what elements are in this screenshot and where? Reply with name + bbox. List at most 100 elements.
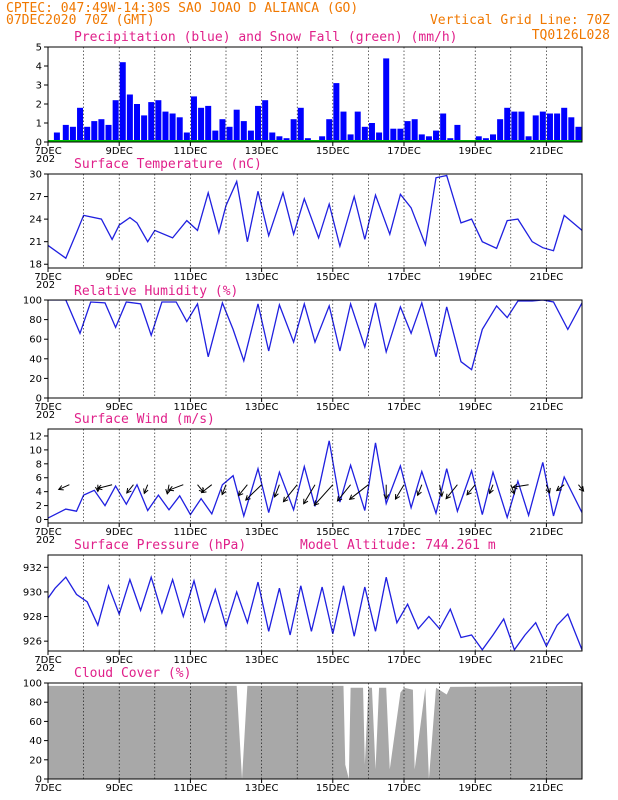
y-tick-label: 20 bbox=[29, 374, 42, 385]
precip-bar bbox=[155, 100, 162, 142]
precip-bar bbox=[141, 115, 148, 142]
wind-vector bbox=[166, 484, 170, 494]
precip-bar bbox=[475, 136, 482, 142]
y-tick-label: 8 bbox=[36, 459, 42, 470]
y-tick-label: 6 bbox=[36, 473, 42, 484]
y-tick-label: 0 bbox=[36, 138, 42, 149]
y-tick-label: 0 bbox=[36, 515, 42, 526]
precip-bar bbox=[105, 124, 112, 142]
precip-bar bbox=[376, 132, 383, 142]
y-tick-label: 60 bbox=[29, 335, 42, 346]
x-tick-label: 17DEC bbox=[387, 655, 421, 666]
y-tick-label: 4 bbox=[36, 487, 42, 498]
wind-vector bbox=[337, 484, 351, 502]
y-tick-label: 30 bbox=[29, 170, 42, 181]
year-label: 202 bbox=[36, 410, 55, 421]
x-tick-label: 21DEC bbox=[530, 783, 564, 794]
x-tick-label: 15DEC bbox=[316, 146, 350, 157]
x-tick-label: 17DEC bbox=[387, 783, 421, 794]
series-line bbox=[48, 300, 582, 371]
wind-vector bbox=[578, 484, 584, 492]
precip-bar bbox=[490, 134, 496, 142]
x-tick-label: 21DEC bbox=[530, 655, 564, 666]
precip-bar bbox=[454, 124, 461, 142]
plot-area bbox=[48, 575, 582, 651]
precip-bar bbox=[205, 105, 212, 142]
series-line bbox=[48, 174, 582, 260]
panel-6: Cloud Cover (%) 0 20 40 60 80 100 7DEC 9DEC 11DEC… bbox=[23, 666, 583, 794]
panel-4: Surface Wind (m/s) 0 2 4 6 8 10 12 7DEC 9DEC 11DEC… bbox=[29, 412, 585, 546]
precip-bar bbox=[69, 126, 76, 142]
x-tick-label: 9DEC bbox=[106, 402, 133, 413]
precip-bar bbox=[183, 132, 190, 142]
header-run-date: 07DEC2020 70Z (GMT) bbox=[6, 13, 155, 28]
wind-arrowhead bbox=[555, 485, 562, 492]
wind-vector bbox=[303, 484, 316, 504]
precip-bar bbox=[575, 126, 582, 142]
x-tick-label: 15DEC bbox=[316, 402, 350, 413]
precip-bar bbox=[347, 134, 354, 142]
x-tick-label: 21DEC bbox=[530, 146, 564, 157]
panel-title: Cloud Cover (%) bbox=[74, 666, 191, 681]
wind-vector bbox=[512, 484, 529, 488]
wind-vector bbox=[439, 484, 443, 497]
precip-bar bbox=[169, 113, 176, 142]
precip-bar bbox=[233, 109, 240, 142]
y-tick-label: 60 bbox=[29, 717, 42, 728]
precip-bar bbox=[518, 111, 525, 142]
wind-arrowhead bbox=[57, 485, 64, 491]
wind-arrowhead bbox=[336, 495, 343, 502]
x-tick-label: 19DEC bbox=[458, 783, 492, 794]
precip-bar bbox=[162, 111, 169, 142]
x-tick-label: 17DEC bbox=[387, 146, 421, 157]
series-line bbox=[48, 575, 582, 651]
panel-frame bbox=[47, 173, 583, 269]
wind-arrowhead bbox=[438, 491, 444, 498]
year-label: 202 bbox=[36, 280, 55, 291]
y-tick-label: 24 bbox=[29, 215, 42, 226]
precip-bar bbox=[119, 62, 126, 142]
panel-5: Surface Pressure (hPa) Model Altitude: 74… bbox=[23, 538, 583, 674]
x-tick-label: 11DEC bbox=[174, 527, 208, 538]
wind-vector bbox=[97, 484, 113, 489]
precip-bar bbox=[340, 111, 347, 142]
precip-bar bbox=[561, 107, 568, 142]
precip-bar bbox=[326, 119, 333, 142]
x-tick-label: 19DEC bbox=[458, 655, 492, 666]
x-tick-label: 15DEC bbox=[316, 272, 350, 283]
y-tick-label: 4 bbox=[36, 62, 42, 73]
y-tick-label: 40 bbox=[29, 354, 42, 365]
wind-vector bbox=[556, 484, 565, 491]
x-tick-label: 21DEC bbox=[530, 402, 564, 413]
y-tick-label: 18 bbox=[29, 260, 42, 271]
precip-bar bbox=[333, 83, 340, 142]
wind-arrowhead bbox=[165, 488, 171, 495]
wind-arrowhead bbox=[200, 487, 207, 494]
precip-bar bbox=[98, 119, 105, 142]
wind-vector bbox=[201, 484, 213, 494]
wind-arrowhead bbox=[488, 488, 494, 495]
panel-3: Relative Humidity (%) 0 20 40 60 80 100 7DEC 9DE… bbox=[23, 284, 583, 421]
precip-bar bbox=[297, 107, 304, 142]
wind-vector bbox=[221, 484, 227, 495]
year-label: 202 bbox=[36, 154, 55, 165]
precip-bar bbox=[354, 111, 361, 142]
wind-vector bbox=[274, 484, 280, 498]
wind-vector bbox=[417, 484, 423, 496]
year-label: 202 bbox=[36, 663, 55, 674]
wind-vector bbox=[245, 484, 262, 501]
x-tick-label: 21DEC bbox=[530, 527, 564, 538]
precip-bar bbox=[190, 96, 197, 142]
x-tick-label: 13DEC bbox=[245, 402, 279, 413]
header-location: CPTEC: 047:49W-14:30S SAO JOAO D ALIANCA… bbox=[6, 1, 358, 16]
x-tick-label: 7DEC bbox=[34, 146, 61, 157]
x-tick-label: 19DEC bbox=[458, 272, 492, 283]
wind-vector bbox=[445, 484, 458, 499]
x-tick-label: 11DEC bbox=[174, 272, 208, 283]
y-tick-label: 20 bbox=[29, 755, 42, 766]
panel-frame bbox=[47, 554, 583, 652]
header-model-code: TQ0126L028 bbox=[532, 28, 610, 43]
precip-bar bbox=[511, 111, 518, 142]
precip-bar bbox=[433, 130, 440, 142]
